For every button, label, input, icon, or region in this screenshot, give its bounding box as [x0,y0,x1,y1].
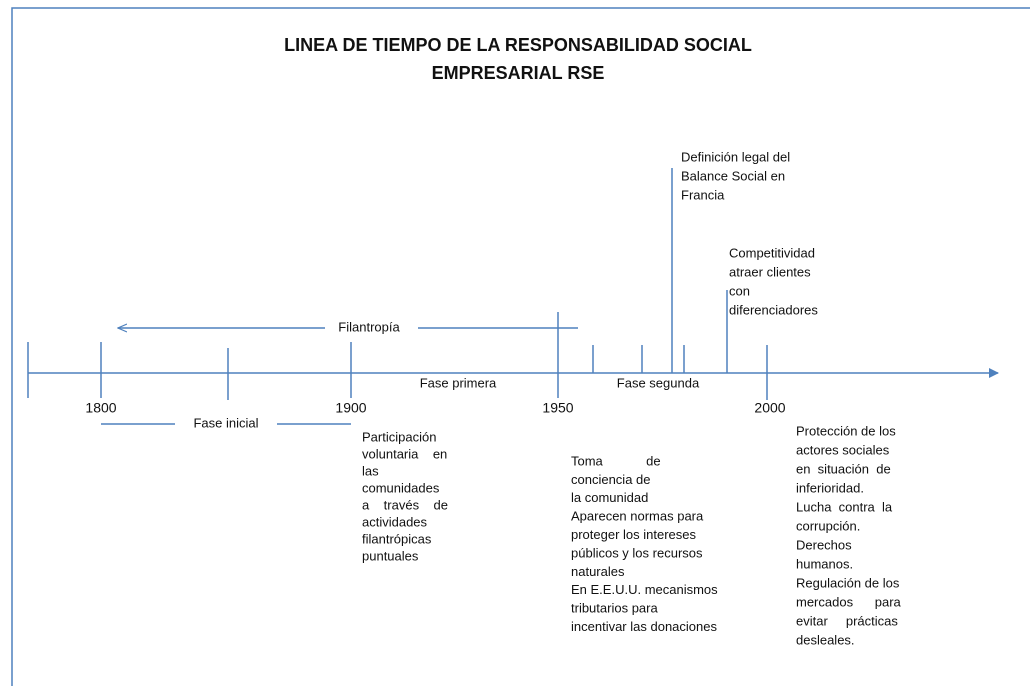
note-line: Toma de [571,453,661,468]
note-line: desleales. [796,632,855,647]
note-line: tributarios para [571,601,658,616]
note-line: filantrópicas [362,531,432,546]
note-line: humanos. [796,556,853,571]
note-line: Balance Social en [681,168,785,183]
note-line: con [729,283,750,298]
note-line: proteger los intereses [571,527,697,542]
note-line: Competitividad [729,245,815,260]
note-line: inferioridad. [796,480,864,495]
phase-label: Fase segunda [617,375,700,390]
note-line: diferenciadores [729,302,818,317]
ticks [27,168,768,400]
year: 1900 [335,400,366,416]
note-line: las [362,463,379,478]
note-line: conciencia de [571,472,651,487]
year: 1950 [542,400,573,416]
year: 2000 [754,400,785,416]
note-line: Participación [362,429,436,444]
note-line: Regulación de los [796,575,900,590]
note-line: en situación de [796,461,891,476]
note-line: Francia [681,187,725,202]
note-line: comunidades [362,480,440,495]
note-line: la comunidad [571,490,648,505]
phase-label: Filantropía [338,319,400,334]
title: EMPRESARIAL RSE [432,63,605,83]
note-line: Lucha contra la [796,499,893,514]
phase-label: Fase inicial [193,415,258,430]
year: 1800 [85,400,116,416]
note-line: Aparecen normas para [571,509,704,524]
note-line: mercados para [796,594,902,609]
phase-label: Fase primera [420,375,497,390]
notes: Definición legal del Balance Social en Fra… [362,149,902,647]
note-line: actividades [362,514,428,529]
title: LINEA DE TIEMPO DE LA RESPONSABILIDAD SO… [284,35,752,55]
note-line: Definición legal del [681,149,790,164]
note-line: naturales [571,564,625,579]
note-line: atraer clientes [729,264,811,279]
note-line: Derechos [796,537,852,552]
note-line: corrupción. [796,518,860,533]
note-line: En E.E.U.U. mecanismos [571,582,718,597]
frame [11,7,1030,686]
note-line: incentivar las donaciones [571,619,717,634]
note-line: a través de [362,497,448,512]
note-line: puntuales [362,548,419,563]
note-line: actores sociales [796,442,890,457]
note-line: evitar prácticas [796,613,898,628]
note-line: Protección de los [796,423,896,438]
note-line: públicos y los recursos [571,545,703,560]
note-line: voluntaria en [362,446,447,461]
